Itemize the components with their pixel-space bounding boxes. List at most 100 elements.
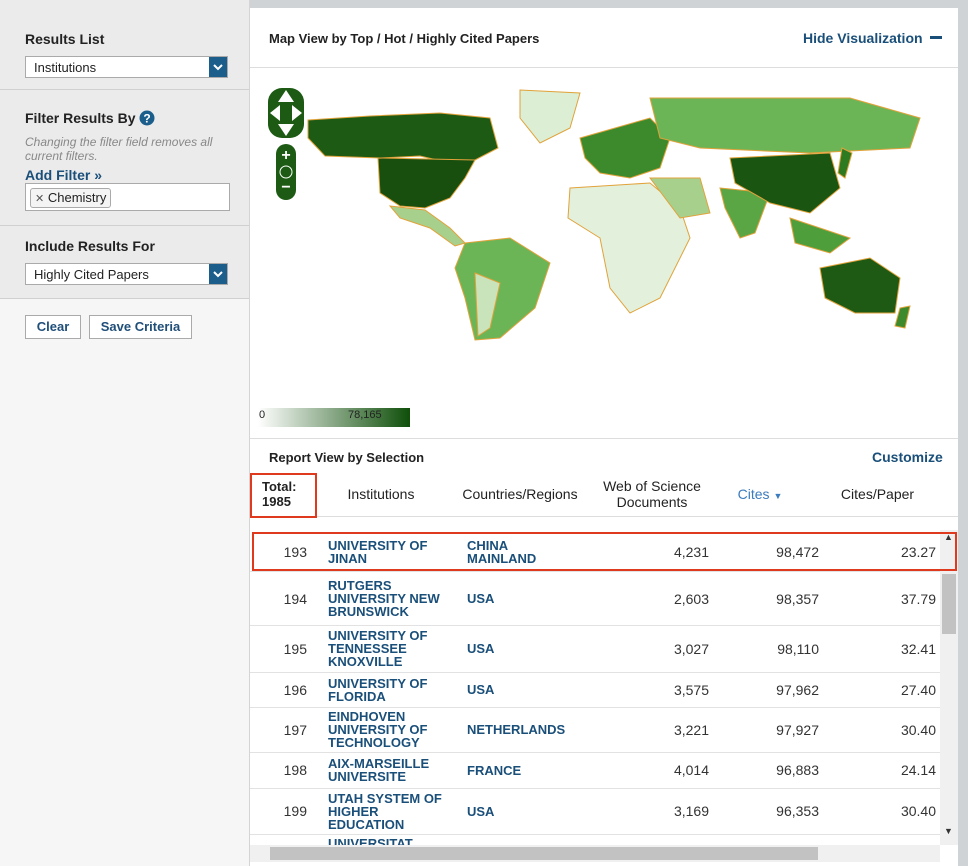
map-title: Map View by Top / Hot / Highly Cited Pap… — [269, 31, 540, 46]
country[interactable] — [377, 157, 476, 209]
country[interactable] — [474, 272, 501, 337]
rank: 195 — [283, 640, 307, 657]
documents: 3,575 — [673, 681, 709, 698]
help-icon[interactable]: ? — [139, 110, 155, 126]
legend-max: 78,165 — [348, 409, 382, 421]
column-header[interactable]: Cites/Paper — [840, 486, 915, 502]
documents: 3,169 — [673, 803, 709, 819]
rank: 194 — [283, 590, 307, 607]
add-filter-link[interactable]: Add Filter » — [25, 167, 103, 183]
country-link[interactable]: USA — [467, 641, 495, 656]
cites-per-paper: 30.40 — [900, 721, 936, 738]
cites: 98,357 — [776, 590, 819, 607]
scroll-up[interactable]: ▲ — [944, 532, 953, 542]
svg-text:?: ? — [144, 112, 151, 126]
scroll-thumb[interactable] — [942, 574, 956, 634]
cites-per-paper: 30.40 — [900, 803, 936, 819]
total: Total: 1985 — [262, 479, 296, 509]
country[interactable] — [729, 152, 841, 214]
country-link[interactable]: USA — [467, 803, 495, 819]
institution-link[interactable]: EINDHOVEN UNIVERSITY OF TECHNOLOGY — [328, 709, 428, 750]
sort-column: Cites — [737, 486, 770, 502]
report-title: Report View by Selection — [269, 450, 425, 465]
horizontal-scrollbar[interactable] — [250, 845, 940, 862]
column-header[interactable]: Web of Science Documents — [603, 478, 701, 510]
cites: 97,962 — [776, 681, 819, 698]
country[interactable] — [519, 89, 581, 144]
country-link[interactable]: NETHERLANDS — [467, 722, 566, 737]
total-label: Total: — [262, 479, 297, 494]
save-criteria-button[interactable]: Save Criteria — [89, 315, 192, 339]
svg-text:+: + — [281, 147, 290, 164]
table-header — [250, 472, 958, 516]
hide-visualization-link[interactable]: Hide Visualization — [803, 30, 943, 46]
total-value: 1985 — [262, 494, 291, 509]
filter-input[interactable]: ✕ Chemistry — [25, 183, 230, 211]
highlight-box — [250, 473, 317, 518]
world-map: + − — [258, 88, 921, 427]
clear-button[interactable]: Clear — [25, 315, 81, 339]
legend-min: 0 — [259, 409, 266, 421]
dropdown-value: Institutions — [34, 60, 97, 75]
column-header[interactable]: Cites ▼ — [737, 486, 783, 502]
country-link[interactable]: USA — [467, 591, 495, 606]
dropdown[interactable]: Institutions — [25, 56, 228, 78]
country[interactable] — [579, 117, 671, 179]
institution-link[interactable]: UNIVERSITY OF JINAN — [328, 537, 428, 566]
scroll-thumb[interactable] — [270, 847, 818, 860]
scroll-down[interactable]: ▼ — [944, 826, 953, 836]
country[interactable] — [649, 177, 711, 219]
country[interactable] — [819, 257, 901, 314]
dropdown-arrow — [209, 57, 227, 77]
country[interactable] — [789, 217, 852, 254]
row-divider — [250, 788, 940, 789]
column-header[interactable]: Countries/Regions — [462, 486, 578, 502]
documents: 3,221 — [673, 721, 709, 738]
documents: 2,603 — [673, 590, 709, 607]
zoom-controls[interactable]: + − — [268, 88, 304, 200]
customize-link[interactable]: Customize — [872, 449, 943, 465]
institution-link[interactable]: UNIVERSITY OF FLORIDA — [328, 675, 428, 704]
country[interactable] — [837, 147, 853, 179]
documents: 4,014 — [673, 762, 709, 778]
rank: 196 — [283, 681, 307, 698]
divider — [250, 67, 958, 68]
row-divider — [250, 752, 940, 753]
country-link[interactable]: CHINA MAINLAND — [467, 537, 537, 566]
cites: 98,110 — [777, 640, 819, 657]
institution-link[interactable]: UNIVERSITAT — [328, 836, 413, 845]
highlight-box — [252, 532, 957, 571]
filter-section: Filter Results By ? Changing the filter … — [0, 90, 249, 226]
rank: 199 — [283, 803, 307, 819]
country-link[interactable]: USA — [467, 682, 495, 697]
cites-per-paper: 37.79 — [900, 590, 936, 607]
country[interactable] — [649, 97, 921, 154]
divider — [250, 438, 958, 439]
country[interactable] — [388, 205, 466, 247]
column-header[interactable]: Institutions — [347, 486, 415, 502]
cites-per-paper: 32.41 — [900, 640, 936, 657]
institution-link[interactable]: AIX-MARSEILLE UNIVERSITE — [328, 756, 430, 784]
filter-chip[interactable]: ✕ Chemistry — [30, 188, 112, 208]
institution-link[interactable]: UTAH SYSTEM OF HIGHER EDUCATION — [328, 790, 442, 832]
rank: 197 — [283, 721, 307, 738]
country[interactable] — [894, 305, 911, 329]
institution-link[interactable]: RUTGERS UNIVERSITY NEW BRUNSWICK — [328, 578, 440, 619]
label-text: Filter Results By — [25, 110, 136, 126]
row-divider — [250, 834, 940, 835]
divider — [250, 516, 958, 517]
cites-per-paper: 27.40 — [900, 681, 936, 698]
rank: 198 — [283, 762, 307, 778]
dropdown[interactable]: Highly Cited Papers — [25, 263, 228, 285]
dropdown-value: Highly Cited Papers — [34, 267, 149, 282]
institution-link[interactable]: UNIVERSITY OF TENNESSEE KNOXVILLE — [328, 628, 428, 669]
label: Results List — [25, 31, 105, 47]
results-list-section: Results List Institutions — [0, 0, 249, 90]
documents: 4,231 — [673, 543, 709, 560]
cites: 96,353 — [776, 803, 819, 819]
include-section: Include Results For Highly Cited Papers — [0, 226, 249, 299]
vertical-scrollbar[interactable]: ▲ ▼ — [940, 530, 958, 845]
country-link[interactable]: FRANCE — [467, 762, 522, 778]
table-body: 193 UNIVERSITY OF JINAN CHINA MAINLAND 4,23… — [250, 537, 940, 845]
